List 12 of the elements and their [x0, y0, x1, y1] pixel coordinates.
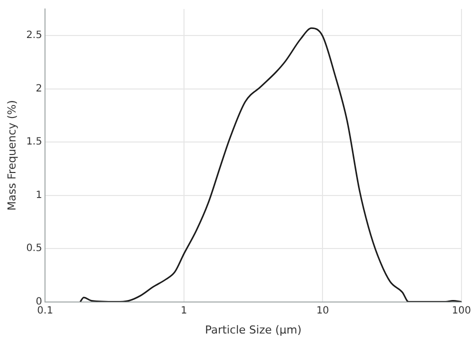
y-tick-label: 2: [36, 83, 42, 94]
y-tick-label: 2.5: [26, 30, 42, 42]
x-tick-label: 0.1: [37, 305, 54, 316]
y-tick-label: 0.5: [26, 243, 42, 254]
x-tick-label: 10: [316, 305, 330, 316]
x-tick-label: 1: [180, 305, 188, 316]
y-axis-title: Mass Frequency (%): [5, 100, 18, 211]
y-tick-label: 0: [36, 296, 42, 308]
y-tick-label: 1.5: [26, 136, 42, 148]
x-tick-label: 100: [452, 305, 472, 316]
x-axis-title: Particle Size (µm): [205, 323, 302, 336]
y-tick-label: 1: [36, 190, 42, 201]
